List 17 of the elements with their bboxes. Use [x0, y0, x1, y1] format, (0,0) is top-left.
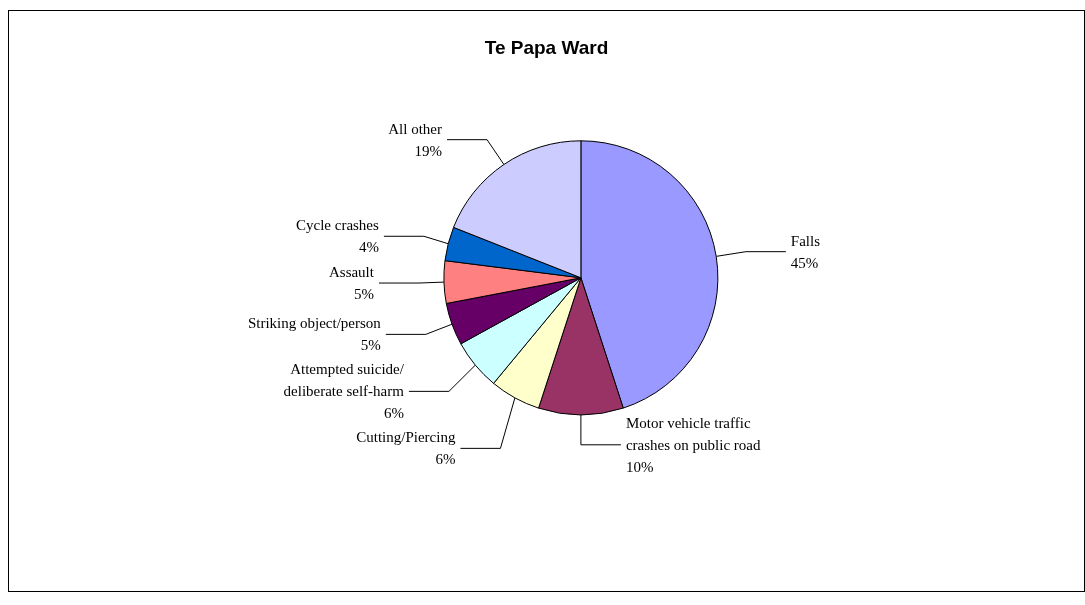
- data-label: 5%: [353, 286, 374, 303]
- data-label: 6%: [383, 405, 404, 422]
- slice-label: All other: [388, 120, 443, 137]
- data-label: 19%: [414, 142, 443, 159]
- chart-title: Te Papa Ward: [484, 37, 609, 58]
- data-label: 5%: [360, 337, 381, 354]
- slice-label: Attempted suicide/ deliberate self-harm: [283, 361, 405, 400]
- data-label: 45%: [790, 254, 819, 271]
- slice-label: Assault: [328, 264, 375, 281]
- slice-label: Striking object/person: [247, 315, 382, 332]
- data-label: 6%: [435, 451, 456, 468]
- slice-label: Falls: [790, 232, 821, 249]
- data-label: 4%: [358, 239, 379, 256]
- slice-label: Cycle crashes: [295, 217, 380, 234]
- slice-label: Cutting/Piercing: [356, 429, 456, 446]
- slice-label: Motor vehicle traffic crashes on public road: [625, 414, 761, 453]
- data-label: 10%: [625, 458, 654, 475]
